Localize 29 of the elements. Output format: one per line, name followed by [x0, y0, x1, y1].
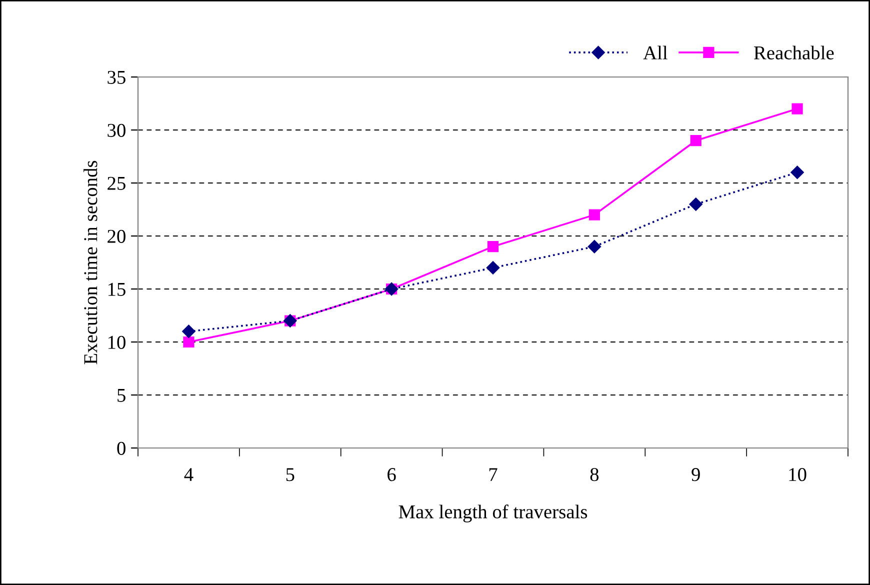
x-axis-title: Max length of traversals [398, 504, 588, 522]
x-tick-label: 7 [489, 468, 498, 481]
y-tick-label: 20 [108, 230, 126, 243]
y-axis-title: Execution time in seconds [84, 160, 98, 364]
x-tick-label: 9 [692, 468, 700, 482]
y-tick-label: 35 [108, 70, 126, 84]
x-tick-label: 4 [184, 468, 194, 481]
legend-label: All [643, 46, 668, 60]
y-tick-label: 5 [118, 389, 126, 402]
legend-label: Reachable [754, 46, 834, 60]
point [588, 209, 600, 220]
y-tick-label: 10 [108, 336, 126, 349]
x-tick-label: 8 [590, 468, 599, 482]
y-tick-label: 0 [117, 442, 126, 455]
point [790, 166, 804, 179]
point [487, 241, 499, 252]
x-tick-label: 6 [388, 468, 396, 482]
x-tick-label: 5 [286, 468, 294, 482]
point [182, 324, 196, 338]
x-tick-label: 10 [789, 468, 806, 482]
point [792, 103, 803, 114]
point [486, 261, 500, 274]
y-tick-label: 30 [108, 124, 126, 137]
y-tick-label: 15 [108, 282, 126, 296]
point [183, 336, 194, 348]
y-tick-label: 25 [108, 176, 126, 190]
point [689, 198, 702, 211]
point [690, 135, 702, 146]
point [588, 240, 602, 254]
